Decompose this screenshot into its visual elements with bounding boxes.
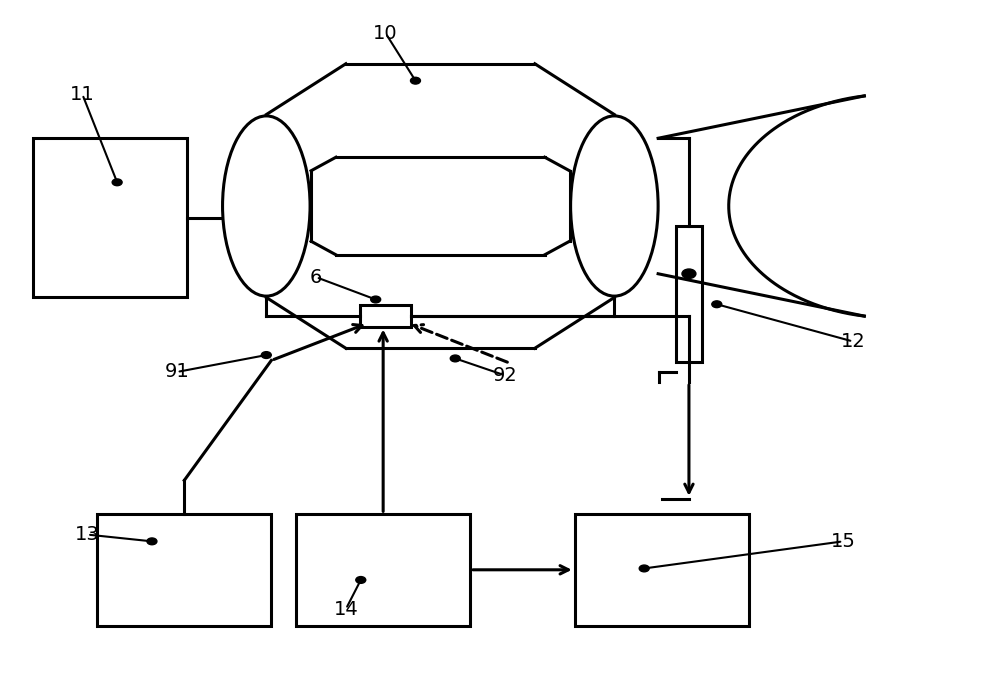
Bar bbox=[33, 138, 187, 298]
Text: 11: 11 bbox=[70, 85, 95, 104]
Text: 92: 92 bbox=[493, 366, 517, 385]
Bar bbox=[97, 514, 271, 626]
Circle shape bbox=[411, 77, 420, 84]
Text: 6: 6 bbox=[310, 268, 322, 287]
Circle shape bbox=[712, 301, 722, 307]
Bar bbox=[360, 305, 411, 326]
Bar bbox=[676, 226, 702, 362]
Circle shape bbox=[450, 355, 460, 362]
Text: 13: 13 bbox=[75, 525, 100, 544]
Ellipse shape bbox=[571, 116, 658, 296]
Bar bbox=[296, 514, 470, 626]
Circle shape bbox=[371, 296, 381, 303]
Circle shape bbox=[147, 538, 157, 545]
Bar bbox=[575, 514, 749, 626]
Text: 12: 12 bbox=[841, 332, 865, 351]
Ellipse shape bbox=[223, 116, 310, 296]
Text: 91: 91 bbox=[164, 363, 189, 382]
Circle shape bbox=[261, 352, 271, 359]
Circle shape bbox=[682, 269, 696, 279]
Text: 14: 14 bbox=[333, 600, 358, 619]
Text: 15: 15 bbox=[831, 532, 856, 551]
Circle shape bbox=[112, 179, 122, 186]
Circle shape bbox=[639, 565, 649, 572]
Text: 10: 10 bbox=[373, 24, 398, 43]
Circle shape bbox=[356, 576, 366, 583]
